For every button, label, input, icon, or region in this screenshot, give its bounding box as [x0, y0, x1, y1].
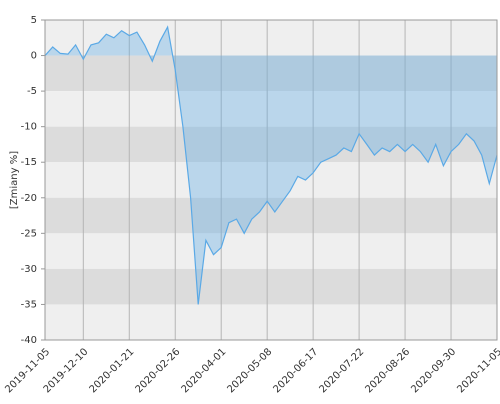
- x-tick-label: 2020-04-01: [180, 346, 229, 395]
- grid-band: [45, 20, 497, 56]
- y-tick-label: 5: [31, 15, 37, 26]
- x-tick-label: 2020-06-17: [271, 346, 320, 395]
- grid-band: [45, 126, 497, 163]
- y-axis-label: [Zmiany %]: [9, 151, 20, 209]
- line: [44, 25, 498, 305]
- y-tick-label: -5: [27, 86, 37, 97]
- y-tick-label: -15: [21, 157, 37, 168]
- x-tick-label: 2020-07-22: [317, 346, 366, 395]
- x-tick-label: 2020-08-26: [363, 346, 412, 395]
- area: [45, 27, 497, 305]
- x-tick-label: 2020-02-26: [134, 346, 183, 395]
- grid-band: [45, 233, 497, 269]
- x-tick-label: 2020-01-21: [88, 346, 137, 395]
- grid-band: [45, 91, 497, 127]
- y-tick-label: -35: [21, 299, 37, 310]
- grid-band: [45, 304, 497, 340]
- y-tick-label: -40: [21, 335, 37, 346]
- x-tick-label: 2020-09-30: [409, 346, 458, 395]
- y-tick-label: -25: [21, 228, 37, 239]
- grid-band: [45, 268, 497, 305]
- x-tick-label: 2020-05-08: [226, 346, 275, 395]
- grid-band: [45, 55, 497, 92]
- y-tick-label: -10: [21, 122, 37, 133]
- x-tick-label: 2020-11-05: [455, 346, 500, 395]
- y-tick-label: -20: [21, 193, 37, 204]
- plot-border: [44, 19, 498, 341]
- grid-band: [45, 162, 497, 198]
- grid-band: [45, 197, 497, 234]
- y-tick-label: 0: [31, 51, 37, 62]
- y-tick-label: -30: [21, 264, 37, 275]
